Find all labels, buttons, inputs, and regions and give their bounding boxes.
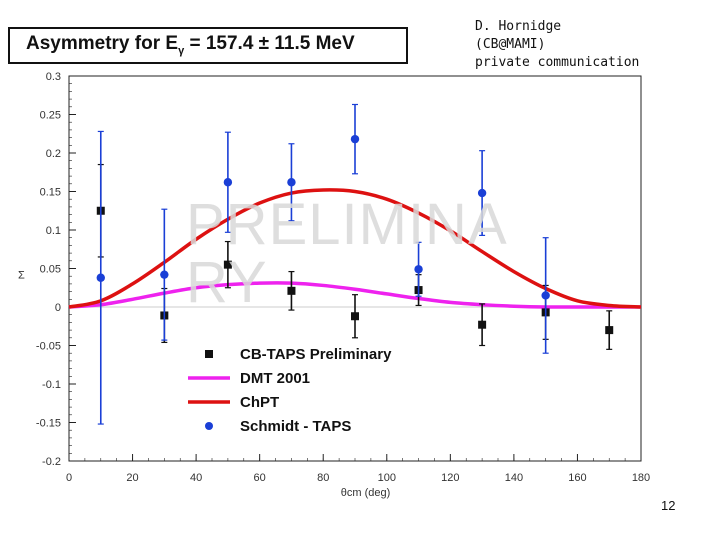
x-tick-label: 160 [568, 472, 586, 484]
legend-label-chpt: ChPT [240, 394, 279, 411]
y-tick-label: -0.1 [42, 379, 61, 391]
y-tick-label: 0.25 [40, 110, 61, 122]
data-point-cb-taps-preliminary [478, 320, 487, 329]
y-tick-label: 0.2 [46, 148, 61, 160]
chart-title: Asymmetry for Eγ = 157.4 ± 11.5 MeV [26, 33, 355, 57]
data-point-schmidt-taps [223, 178, 233, 187]
attribution-line-2: (CB@MAMI) [475, 37, 546, 52]
y-tick-label: 0 [55, 302, 61, 314]
data-point-cb-taps-preliminary [287, 286, 296, 295]
y-tick-label: 0.3 [46, 71, 61, 83]
chart-title-box: Asymmetry for Eγ = 157.4 ± 11.5 MeV [8, 27, 408, 64]
x-tick-label: 20 [126, 472, 138, 484]
legend-swatch-cb-taps-preliminary [205, 350, 213, 358]
data-point-cb-taps-preliminary [351, 312, 359, 321]
x-tick-label: 60 [254, 472, 266, 484]
x-tick-label: 100 [378, 472, 396, 484]
title-suffix: = 157.4 ± 11.5 MeV [184, 33, 355, 54]
x-tick-label: 0 [66, 472, 72, 484]
legend-swatch-schmidt-taps [205, 422, 213, 430]
x-axis-label: θcm (deg) [341, 487, 391, 499]
data-point-schmidt-taps [414, 265, 423, 274]
attribution-line-1: D. Hornidge [475, 19, 562, 34]
data-point-schmidt-taps [477, 188, 487, 198]
attribution: D. Hornidge (CB@MAMI) private communicat… [475, 18, 639, 72]
data-point-schmidt-taps [287, 178, 296, 187]
slide-number: 12 [661, 498, 676, 513]
y-tick-label: -0.15 [36, 418, 61, 430]
x-tick-label: 140 [505, 472, 523, 484]
data-point-schmidt-taps [160, 270, 169, 279]
attribution-line-3: private communication [475, 55, 640, 70]
x-tick-label: 40 [190, 472, 202, 484]
y-tick-label: -0.2 [42, 456, 61, 468]
x-tick-label: 120 [441, 472, 459, 484]
legend-label-cb-taps-preliminary: CB-TAPS Preliminary [240, 346, 392, 363]
y-tick-label: -0.05 [36, 341, 61, 353]
data-point-cb-taps-preliminary [223, 260, 232, 269]
data-point-schmidt-taps [541, 291, 550, 300]
data-point-cb-taps-preliminary [605, 326, 614, 335]
y-tick-label: 0.15 [40, 187, 61, 199]
legend-label-schmidt-taps: Schmidt - TAPS [240, 418, 351, 435]
data-point-schmidt-taps [350, 134, 360, 144]
y-axis-label: Σ [18, 270, 25, 282]
preliminary-watermark: PRELIMINARY [186, 192, 508, 315]
x-tick-label: 80 [317, 472, 329, 484]
data-point-schmidt-taps [96, 273, 105, 282]
title-prefix: Asymmetry for E [26, 33, 179, 54]
legend-label-dmt-2001: DMT 2001 [240, 370, 310, 387]
x-tick-label: 180 [632, 472, 650, 484]
y-tick-label: 0.1 [46, 225, 61, 237]
y-tick-label: 0.05 [40, 264, 61, 276]
title-subscript: γ [178, 44, 185, 57]
